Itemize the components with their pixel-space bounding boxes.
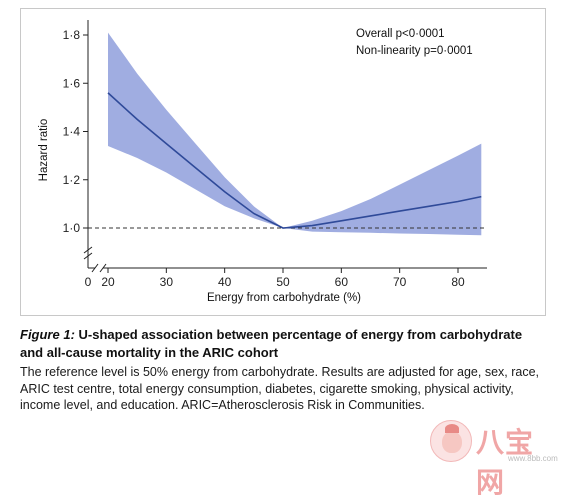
x-axis-title: Energy from carbohydrate (%) <box>207 292 361 304</box>
y-tick-label: 1·2 <box>63 173 81 187</box>
overall-p-annotation: Overall p<0·0001 <box>356 28 445 40</box>
watermark-url: www.8bb.com <box>508 454 558 463</box>
x-tick-label: 60 <box>335 275 349 289</box>
x-tick-label: 40 <box>218 275 232 289</box>
y-tick-label: 1·6 <box>63 76 81 90</box>
x-tick-label: 70 <box>393 275 407 289</box>
hazard-ratio-chart: 0 20 30 40 50 60 70 80 1·0 1·2 1·4 1·6 1·8 Hazard r… <box>38 20 487 304</box>
figure-caption: Figure 1: U-shaped association between p… <box>20 326 540 414</box>
caption-body: The reference level is 50% energy from c… <box>20 365 540 412</box>
y-axis-break-mark <box>83 246 93 254</box>
caption-title: Figure 1: U-shaped association between p… <box>20 326 540 362</box>
figure-label: Figure 1: <box>20 327 75 342</box>
y-axis-break-mark <box>83 252 93 260</box>
confidence-band <box>108 32 482 236</box>
x-tick-label: 30 <box>160 275 174 289</box>
y-tick-label: 1·4 <box>63 125 81 139</box>
y-tick-label: 1·0 <box>63 221 81 235</box>
x-tick-label: 20 <box>101 275 115 289</box>
caption-title-text: U-shaped association between percentage … <box>20 327 523 360</box>
hazard-ratio-line <box>107 92 482 229</box>
x-axis-break-mark <box>99 263 107 273</box>
nonlinearity-p-annotation: Non-linearity p=0·0001 <box>356 45 473 57</box>
baby-face-logo-icon <box>430 420 472 462</box>
watermark: 八宝网 www.8bb.com <box>430 420 558 499</box>
y-tick-label: 1·8 <box>63 28 81 42</box>
x-axis-break-mark <box>91 263 99 273</box>
page: 0 20 30 40 50 60 70 80 1·0 1·2 1·4 1·6 1·8 Hazard r… <box>20 8 558 499</box>
x-tick-label: 80 <box>451 275 465 289</box>
x-tick-label: 50 <box>276 275 290 289</box>
x-tick-label: 0 <box>85 275 92 289</box>
y-axis-title: Hazard ratio <box>38 119 50 182</box>
